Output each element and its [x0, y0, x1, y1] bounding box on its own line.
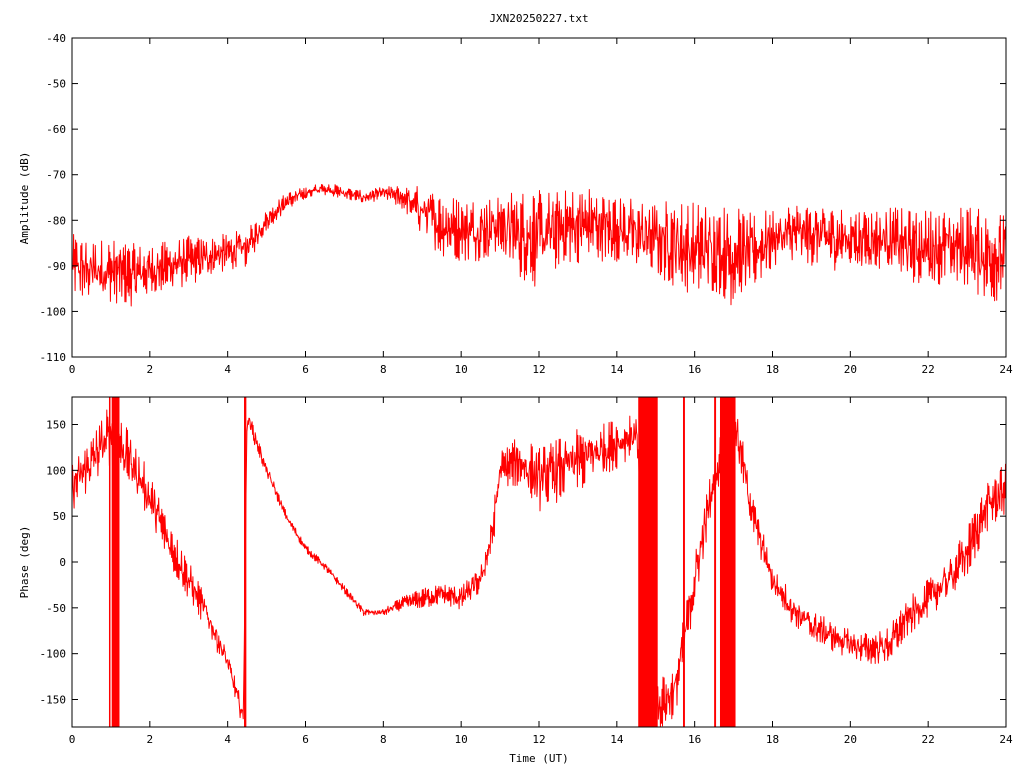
phase-x-tick-label: 10 — [455, 733, 468, 746]
phase-x-tick-label: 24 — [999, 733, 1013, 746]
amplitude-x-tick-label: 18 — [766, 363, 779, 376]
amplitude-y-tick-label: -80 — [46, 214, 66, 227]
phase-wrap-band — [638, 397, 658, 727]
phase-x-tick-label: 16 — [688, 733, 701, 746]
amplitude-x-tick-label: 6 — [302, 363, 309, 376]
amplitude-y-tick-label: -50 — [46, 78, 66, 91]
amplitude-x-tick-label: 24 — [999, 363, 1013, 376]
phase-x-tick-label: 22 — [922, 733, 935, 746]
amplitude-x-tick-label: 20 — [844, 363, 857, 376]
amplitude-y-axis-label: Amplitude (dB) — [18, 152, 31, 245]
phase-wrap-band — [111, 397, 120, 727]
phase-x-tick-label: 20 — [844, 733, 857, 746]
phase-x-tick-label: 4 — [224, 733, 231, 746]
phase-x-tick-label: 12 — [532, 733, 545, 746]
phase-x-tick-label: 18 — [766, 733, 779, 746]
phase-x-tick-label: 8 — [380, 733, 387, 746]
phase-series — [71, 397, 1007, 728]
phase-y-tick-label: -100 — [40, 648, 67, 661]
phase-wrap-band — [719, 397, 736, 727]
amplitude-y-tick-label: -60 — [46, 123, 66, 136]
amplitude-y-tick-label: -70 — [46, 169, 66, 182]
phase-axes: 0 2 4 6 8 10 12 14 16 18 20 22 24-150-100-5005010015… — [40, 397, 1013, 746]
amplitude-y-tick-label: -90 — [46, 260, 66, 273]
phase-y-axis-label: Phase (deg) — [18, 526, 31, 599]
amplitude-y-tick-label: -100 — [40, 305, 67, 318]
amplitude-x-tick-label: 8 — [380, 363, 387, 376]
phase-y-tick-label: 150 — [46, 419, 66, 432]
amplitude-x-tick-label: 0 — [69, 363, 76, 376]
amplitude-series — [71, 184, 1007, 307]
amplitude-series-line — [71, 184, 1007, 307]
phase-wrap-band — [714, 397, 717, 727]
amplitude-y-tick-label: -110 — [40, 351, 67, 364]
amplitude-x-tick-label: 14 — [610, 363, 624, 376]
amplitude-x-tick-label: 2 — [147, 363, 154, 376]
phase-y-tick-label: 0 — [59, 556, 66, 569]
phase-y-tick-label: -150 — [40, 694, 67, 707]
phase-y-tick-label: -50 — [46, 602, 66, 615]
phase-y-tick-label: 100 — [46, 464, 66, 477]
phase-series-line — [71, 397, 1007, 728]
amplitude-y-tick-label: -40 — [46, 32, 66, 45]
phase-x-tick-label: 0 — [69, 733, 76, 746]
amplitude-x-tick-label: 16 — [688, 363, 701, 376]
x-axis-label: Time (UT) — [509, 752, 569, 765]
phase-wrap-band — [682, 397, 685, 727]
amplitude-panel: 0 2 4 6 8 10 12 14 16 18 20 22 24-110-100-90-80-70-6… — [18, 32, 1013, 376]
phase-panel: 0 2 4 6 8 10 12 14 16 18 20 22 24-150-100-5005010015… — [18, 396, 1013, 765]
phase-x-tick-label: 14 — [610, 733, 624, 746]
chart-title: JXN20250227.txt — [489, 12, 588, 25]
amplitude-x-tick-label: 22 — [922, 363, 935, 376]
amplitude-x-tick-label: 12 — [532, 363, 545, 376]
amplitude-axes: 0 2 4 6 8 10 12 14 16 18 20 22 24-110-100-90-80-70-6… — [40, 32, 1013, 376]
phase-y-tick-label: 50 — [53, 510, 66, 523]
phase-x-tick-label: 2 — [147, 733, 154, 746]
amplitude-x-tick-label: 10 — [455, 363, 468, 376]
phase-x-tick-label: 6 — [302, 733, 309, 746]
amplitude-x-tick-label: 4 — [224, 363, 231, 376]
phase-wrap-band — [108, 397, 111, 727]
